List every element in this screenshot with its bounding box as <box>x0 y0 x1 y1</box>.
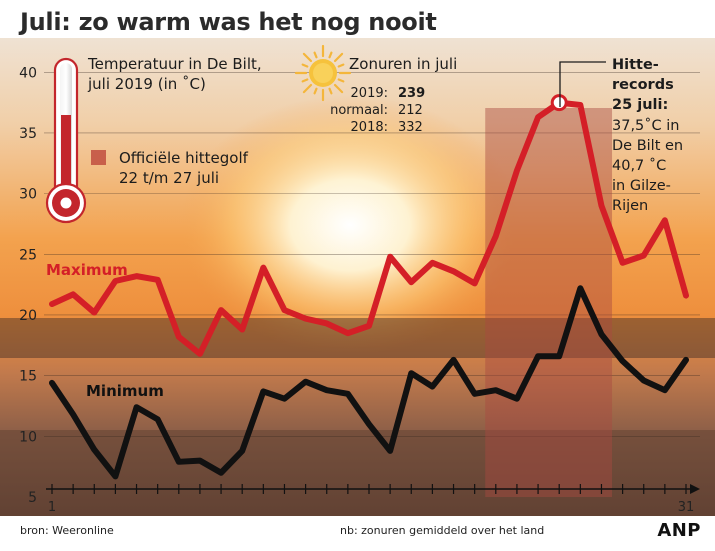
x-tick-label: 31 <box>678 500 695 515</box>
series-label-max: Maximum <box>46 261 128 279</box>
y-tick-label: 30 <box>19 187 37 203</box>
thermo-title-line1: Temperatuur in De Bilt, <box>87 55 262 73</box>
record-marker <box>550 94 568 112</box>
x-axis-arrow <box>690 484 700 494</box>
sun-ray <box>328 87 333 95</box>
record-callout: Hitte- records 25 juli: 37,5˚C in De Bil… <box>559 57 683 214</box>
sun-row-value: 212 <box>398 103 423 118</box>
sun-row-label: 2018: <box>351 120 388 135</box>
sun-row-value: 239 <box>398 86 425 101</box>
agency-logo: ANP <box>657 520 701 541</box>
sun-ray <box>313 51 318 59</box>
thermo-title-line2: juli 2019 (in ˚C) <box>87 75 206 93</box>
record-line: in Gilze- <box>612 178 671 194</box>
sun-ray <box>328 51 333 59</box>
sun-ray <box>337 63 345 68</box>
sun-ray <box>333 83 344 94</box>
y-axis-ticks: 5 10 15 20 25 30 35 40 <box>19 65 37 506</box>
sun-ray <box>313 87 318 95</box>
y-tick-label: 10 <box>19 429 37 445</box>
source-note: bron: Weeronline <box>20 524 114 537</box>
record-line: records <box>612 77 674 93</box>
record-line: 37,5˚C in <box>612 117 680 134</box>
heatwave-band-rect <box>485 108 613 497</box>
heatwave-label-line2: 22 t/m 27 juli <box>119 169 219 187</box>
sun-row-label: normaal: <box>330 103 388 118</box>
sun-ray <box>302 83 313 94</box>
y-tick-label: 40 <box>19 65 37 81</box>
series-layer <box>49 94 689 480</box>
y-tick-label: 5 <box>28 490 37 506</box>
record-line: Rijen <box>612 198 648 214</box>
sun-icon <box>294 44 352 102</box>
series-label-min: Minimum <box>86 382 164 400</box>
y-tick-label: 15 <box>19 369 37 385</box>
record-line: 40,7 ˚C <box>612 157 666 174</box>
footnote: nb: zonuren gemiddeld over het land <box>340 524 545 537</box>
x-axis: 1 31 <box>46 484 700 515</box>
y-tick-label: 20 <box>19 308 37 324</box>
sun-title: Zonuren in juli <box>349 55 457 73</box>
heatwave-label-line1: Officiële hittegolf <box>119 149 249 167</box>
y-tick-label: 35 <box>19 126 37 142</box>
y-tick-label: 25 <box>19 247 37 263</box>
x-tick-label: 1 <box>48 500 56 515</box>
record-line: De Bilt en <box>612 138 683 154</box>
sun-row-label: 2019: <box>351 86 388 101</box>
sun-ray <box>337 78 345 83</box>
sun-ray <box>333 52 344 63</box>
thermometer-icon <box>45 57 87 224</box>
sun-ray <box>302 52 313 63</box>
record-line: Hitte- <box>612 57 659 73</box>
heatwave-band <box>485 108 613 497</box>
sun-row-value: 332 <box>398 120 423 135</box>
sun-ray <box>301 78 309 83</box>
record-line: 25 juli: <box>612 97 668 113</box>
heatwave-swatch <box>91 150 106 165</box>
series-line-minimum <box>49 285 689 480</box>
sun-ray <box>301 63 309 68</box>
headline: Juli: zo warm was het nog nooit <box>20 8 437 36</box>
series-line-maximum <box>49 99 689 357</box>
